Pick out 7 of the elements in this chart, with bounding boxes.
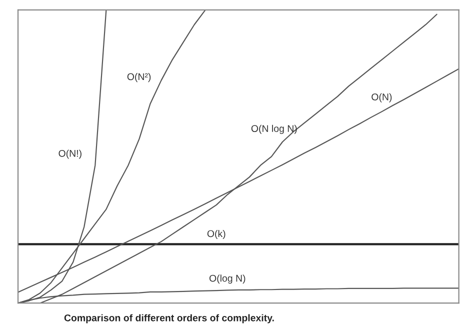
series-label: O(k) <box>207 230 226 239</box>
series-label: O(N!) <box>58 150 82 159</box>
text: Comparison of different orders of complexity. <box>64 314 274 324</box>
series-label: O(N log N) <box>251 124 297 134</box>
series-label: O(N) <box>372 93 392 102</box>
series-label: O(log N) <box>209 274 246 284</box>
series-label: O(N²) <box>127 73 151 82</box>
